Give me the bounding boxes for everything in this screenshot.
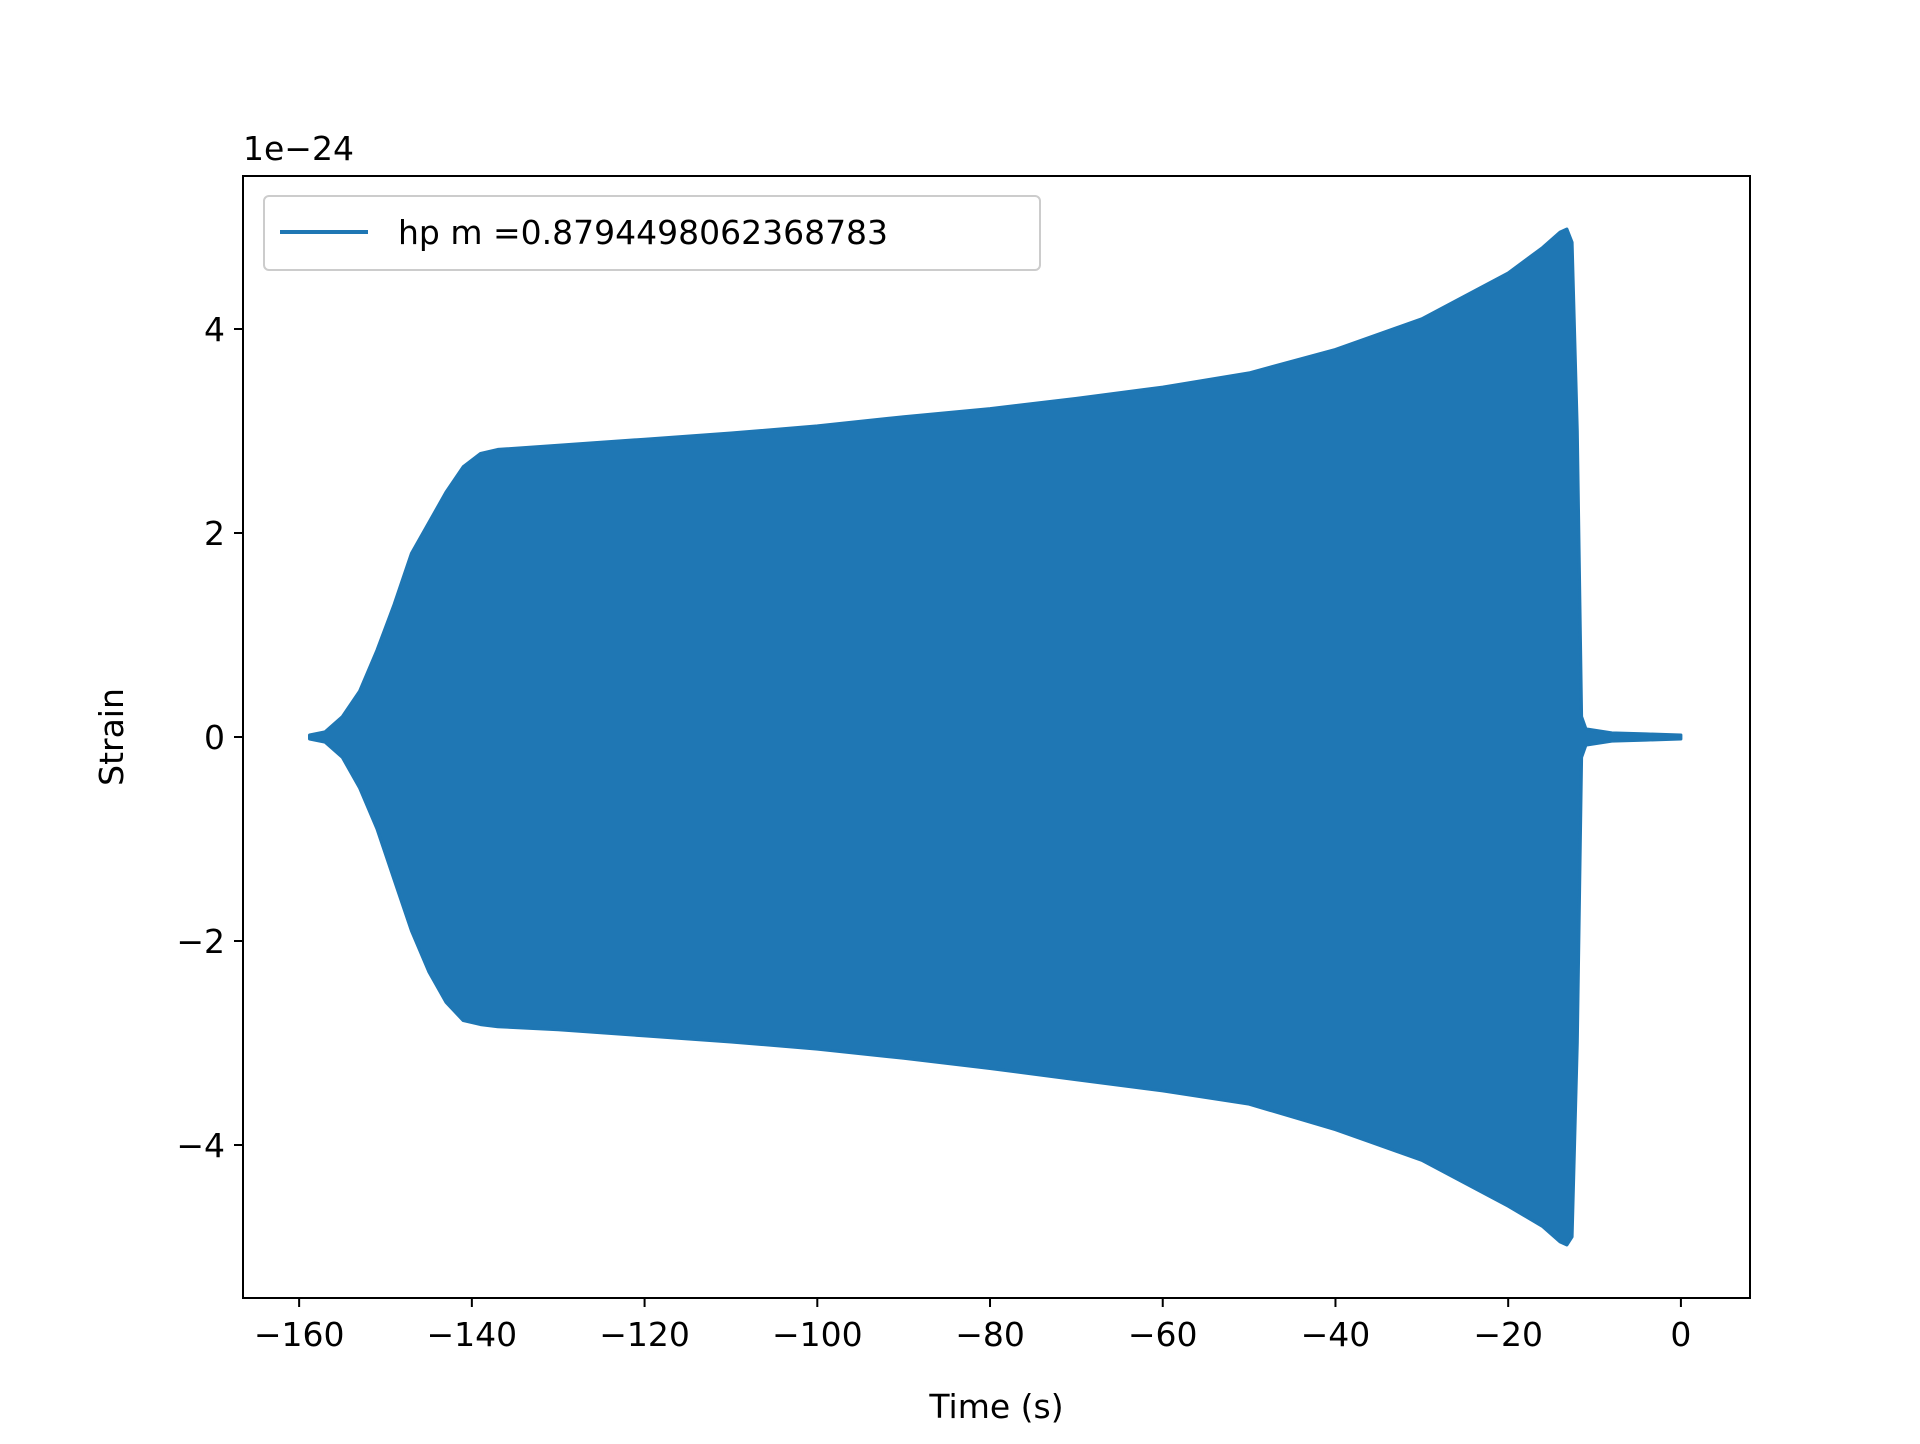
x-tick-label: −20 [1473,1315,1543,1354]
series-hp-waveform [308,227,1683,1247]
x-tick-label: −120 [599,1315,690,1354]
y-axis: −4 −2 0 2 4 [176,310,243,1165]
x-axis-label: Time (s) [928,1387,1063,1426]
x-tick-label: −80 [955,1315,1025,1354]
data-layer [308,227,1683,1247]
x-axis: −160 −140 −120 −100 −80 −60 −40 −20 0 [254,1298,1691,1354]
legend-label-hp: hp m =0.8794498062368783 [398,213,888,252]
y-tick-label: 2 [204,514,225,553]
legend: hp m =0.8794498062368783 [263,195,1041,271]
x-tick-label: 0 [1670,1315,1691,1354]
x-tick-label: −60 [1128,1315,1198,1354]
x-tick-label: −140 [427,1315,518,1354]
x-tick-label: −100 [772,1315,863,1354]
x-tick-label: −160 [254,1315,345,1354]
y-offset-label: 1e−24 [243,129,354,168]
y-axis-label: Strain [92,688,131,786]
y-tick-label: −4 [176,1126,225,1165]
y-tick-label: −2 [176,922,225,961]
legend-box [263,195,1041,271]
x-tick-label: −40 [1301,1315,1371,1354]
y-tick-label: 0 [204,718,225,757]
y-tick-label: 4 [204,310,225,349]
